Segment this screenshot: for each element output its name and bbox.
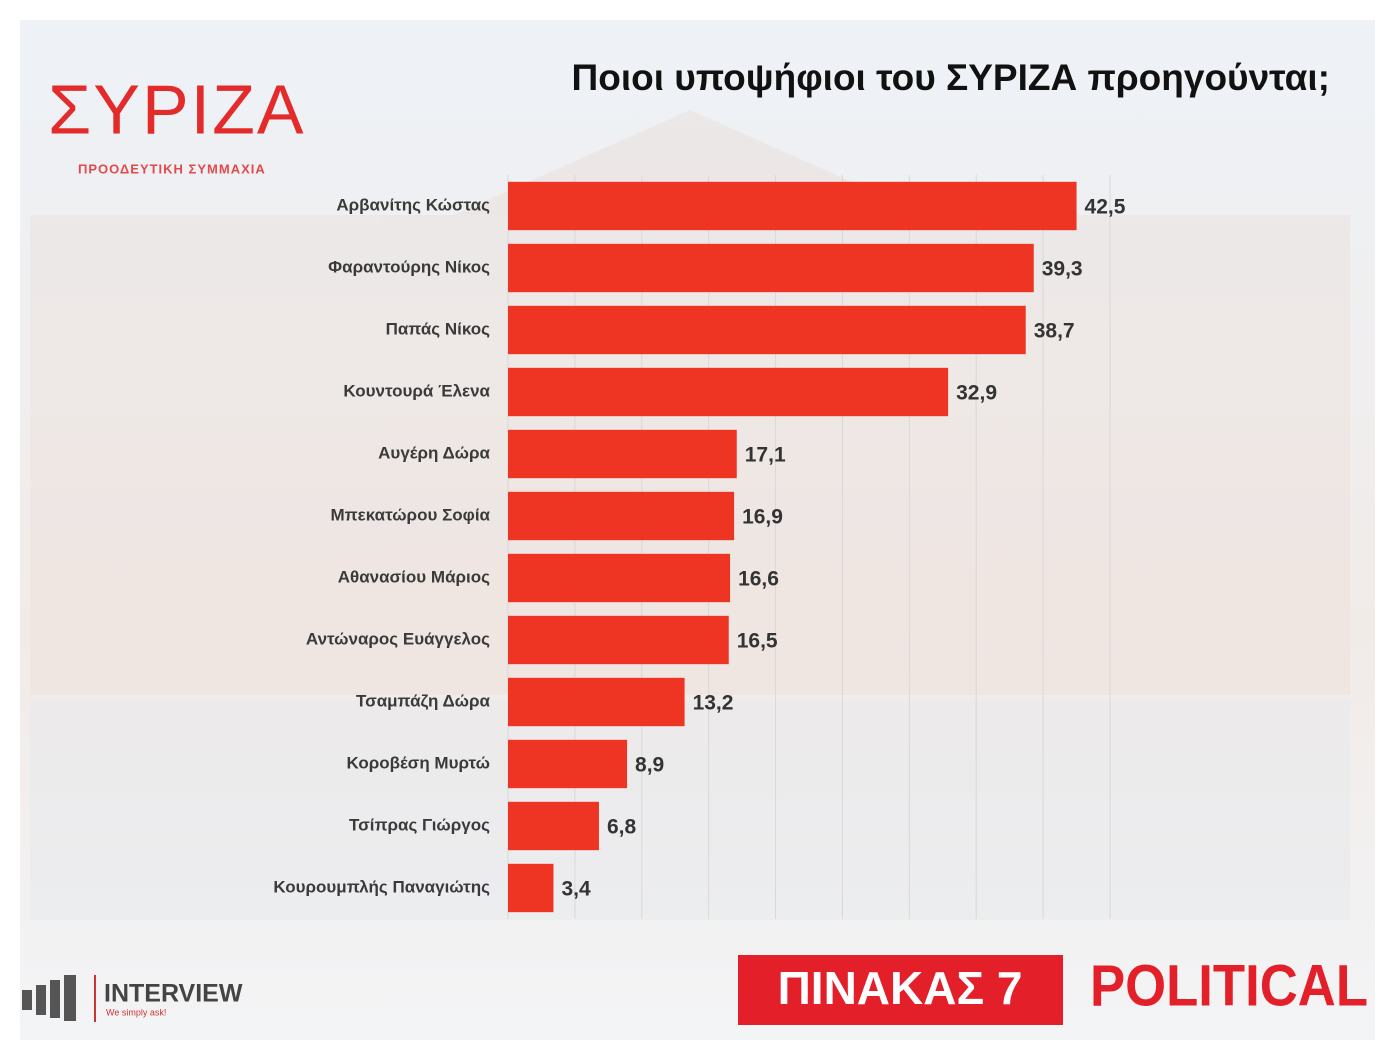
value-label: 17,1	[745, 444, 786, 467]
logo-subtitle: ΠΡΟΟΔΕΥΤΙΚΗ ΣΥΜΜΑΧΙΑ	[78, 161, 266, 176]
value-label: 32,9	[956, 382, 997, 405]
value-label: 13,2	[693, 692, 734, 715]
y-tick-label: Φαραντούρης Νίκος	[328, 257, 490, 276]
value-label: 6,8	[607, 816, 637, 839]
bar	[508, 553, 731, 603]
bar	[508, 677, 685, 727]
bar	[508, 801, 599, 851]
footer-slogan: We simply ask!	[106, 1007, 166, 1017]
bar	[508, 491, 735, 541]
value-label: 16,5	[737, 630, 778, 653]
chart-title: Ποιοι υποψήφιοι του ΣΥΡΙΖΑ προηγούνται;	[572, 57, 1330, 98]
value-label: 39,3	[1042, 258, 1083, 281]
y-tick-label: Παπάς Νίκος	[386, 319, 491, 338]
y-tick-label: Μπεκατώρου Σοφία	[330, 505, 490, 524]
y-tick-label: Αυγέρη Δώρα	[378, 443, 490, 462]
bar	[508, 305, 1026, 355]
bar	[508, 863, 554, 913]
y-tick-label: Αντώναρος Ευάγγελος	[306, 629, 490, 648]
y-tick-label: Κοροβέση Μυρτώ	[346, 753, 490, 772]
y-tick-label: Κουντουρά Έλενα	[343, 381, 490, 400]
footer-company: INTERVIEW	[104, 980, 243, 1008]
y-tick-label: Τσίπρας Γιώργος	[349, 815, 490, 834]
bar	[508, 739, 628, 789]
y-tick-label: Κουρουμπλής Παναγιώτης	[273, 877, 490, 896]
bar	[508, 429, 737, 479]
y-tick-label: Τσαμπάζη Δώρα	[356, 691, 491, 710]
y-tick-label: Αρβανίτης Κώστας	[336, 195, 490, 214]
bar	[508, 243, 1034, 293]
value-label: 38,7	[1034, 320, 1075, 343]
bar	[508, 181, 1077, 231]
value-label: 3,4	[561, 878, 591, 901]
bar	[508, 367, 949, 417]
value-label: 42,5	[1085, 196, 1126, 219]
footer-outlet: POLITICAL	[1090, 953, 1368, 1018]
value-label: 16,9	[742, 506, 783, 529]
value-label: 8,9	[635, 754, 664, 777]
footer-table: ΠΙΝΑΚΑΣ 7	[778, 962, 1023, 1014]
logo-name: ΣΥΡΙΖΑ	[48, 70, 306, 148]
bar	[508, 615, 729, 665]
y-tick-label: Αθανασίου Μάριος	[338, 567, 490, 586]
table-badge	[738, 955, 1063, 1025]
interview-logo	[22, 975, 96, 1022]
value-label: 16,6	[738, 568, 779, 591]
